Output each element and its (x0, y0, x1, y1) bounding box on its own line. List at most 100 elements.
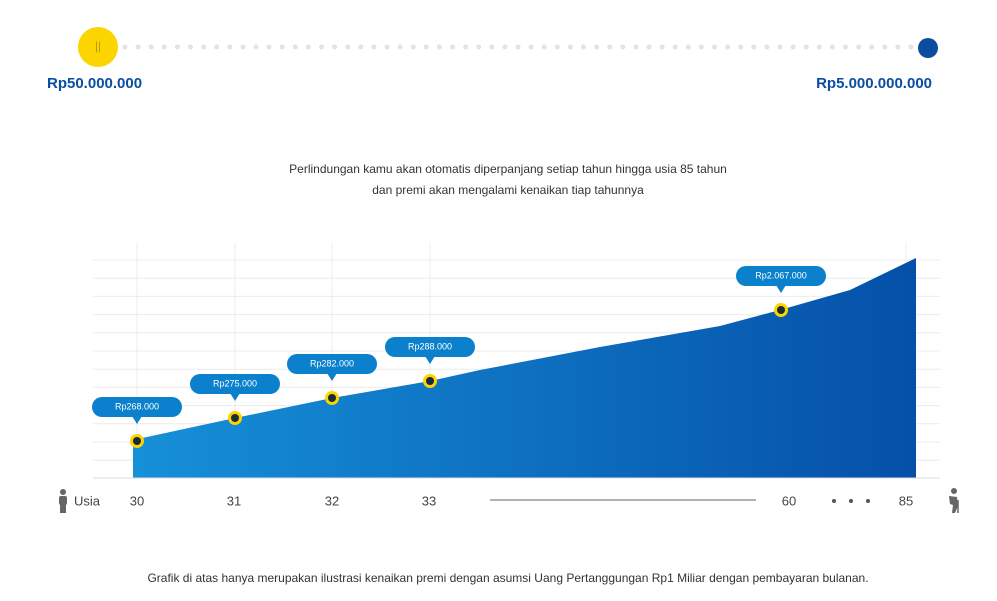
track-dot (397, 44, 403, 50)
callout-pointer (230, 393, 240, 401)
point-center (133, 437, 141, 445)
track-dot (515, 44, 521, 50)
track-dot (371, 44, 377, 50)
track-dot (803, 44, 809, 50)
track-dot (148, 44, 154, 50)
premium-label: Rp268.000 (115, 401, 159, 411)
points: Rp268.000 Rp275.000 Rp282.000 Rp288.000 Rp2.… (92, 266, 826, 448)
track-dot (240, 44, 246, 50)
callout (287, 354, 377, 374)
age-label: 85 (899, 493, 913, 508)
track-dot (541, 44, 547, 50)
track-dot (436, 44, 442, 50)
track-dot (135, 44, 141, 50)
track-dot (816, 44, 822, 50)
track-dot (843, 44, 848, 50)
track-dot (659, 44, 665, 50)
point-center (231, 414, 239, 422)
track-dot (725, 44, 731, 50)
premium-area (133, 258, 916, 478)
callout-pointer (425, 356, 435, 364)
person-icon (59, 489, 67, 513)
point-center (328, 394, 336, 402)
age-label: 31 (227, 493, 241, 508)
premium-label: Rp2.067.000 (755, 270, 807, 280)
age-label: 60 (782, 493, 796, 508)
track-dot (423, 44, 429, 50)
track-dot (594, 44, 600, 50)
description: dan premi akan mengalami kenaikan tiap t… (372, 183, 644, 197)
callout (92, 397, 182, 417)
track-dot (174, 44, 180, 50)
track-dot (266, 44, 272, 50)
track-dot (882, 44, 888, 50)
track-dot (253, 44, 259, 50)
track-dot (161, 44, 167, 50)
track-dot (358, 44, 364, 50)
track-dot (567, 44, 573, 50)
track-dot (751, 44, 757, 50)
callout (190, 374, 280, 394)
track-dot (738, 44, 744, 50)
age-label: 30 (130, 493, 144, 508)
track-dot (633, 44, 639, 50)
slider-handle[interactable] (78, 27, 118, 67)
premium-label: Rp288.000 (408, 341, 452, 351)
callout-pointer (132, 416, 142, 424)
elderly-icon (949, 488, 959, 513)
age-labels: 30 31 32 33 60 85 (130, 493, 913, 508)
premium-label: Rp275.000 (213, 378, 257, 388)
age-label: 33 (422, 493, 436, 508)
track-dot (332, 44, 338, 50)
track-dot (476, 44, 482, 50)
callout (385, 337, 475, 357)
track-dot (607, 44, 613, 50)
track-dot (712, 44, 717, 50)
track-dot (829, 44, 835, 50)
description: Perlindungan kamu akan otomatis diperpan… (289, 162, 727, 176)
premium-label: Rp282.000 (310, 358, 354, 368)
track-dot (279, 44, 285, 50)
track-dot (869, 44, 875, 50)
track-dot (384, 44, 390, 50)
track-dot (620, 44, 626, 50)
track-dot (450, 44, 455, 50)
axis-label: Usia (74, 493, 101, 508)
track-dot (856, 44, 862, 50)
track-dot (502, 44, 508, 50)
track-dot (305, 44, 311, 50)
track-dot (790, 44, 796, 50)
callout-pointer (327, 373, 337, 381)
track-dot (410, 44, 416, 50)
track-dot (698, 44, 704, 50)
point-center (777, 306, 785, 314)
track-dot (463, 44, 469, 50)
footnote: Grafik di atas hanya merupakan ilustrasi… (147, 571, 868, 585)
track-dot (554, 44, 560, 50)
track-dot (122, 44, 128, 50)
track-dot (646, 44, 652, 50)
track-dot (292, 44, 298, 50)
track-dot (581, 44, 586, 50)
track-dot (214, 44, 220, 50)
min-label: Rp50.000.000 (47, 75, 142, 92)
track-dot (908, 44, 914, 50)
slider[interactable] (122, 44, 914, 50)
track-dot (895, 44, 901, 50)
handle-grip: || (95, 39, 101, 53)
track-dot (345, 44, 351, 50)
track-dot (319, 44, 324, 50)
point-center (426, 377, 434, 385)
track-dot (528, 44, 534, 50)
track-dot (201, 44, 207, 50)
track-dot (685, 44, 691, 50)
age-label: 32 (325, 493, 339, 508)
slider-end (918, 38, 938, 58)
track-dot (489, 44, 495, 50)
track-dot (777, 44, 783, 50)
ellipsis (832, 499, 870, 503)
track-dot (672, 44, 678, 50)
track-dot (764, 44, 770, 50)
track-dot (188, 44, 193, 50)
